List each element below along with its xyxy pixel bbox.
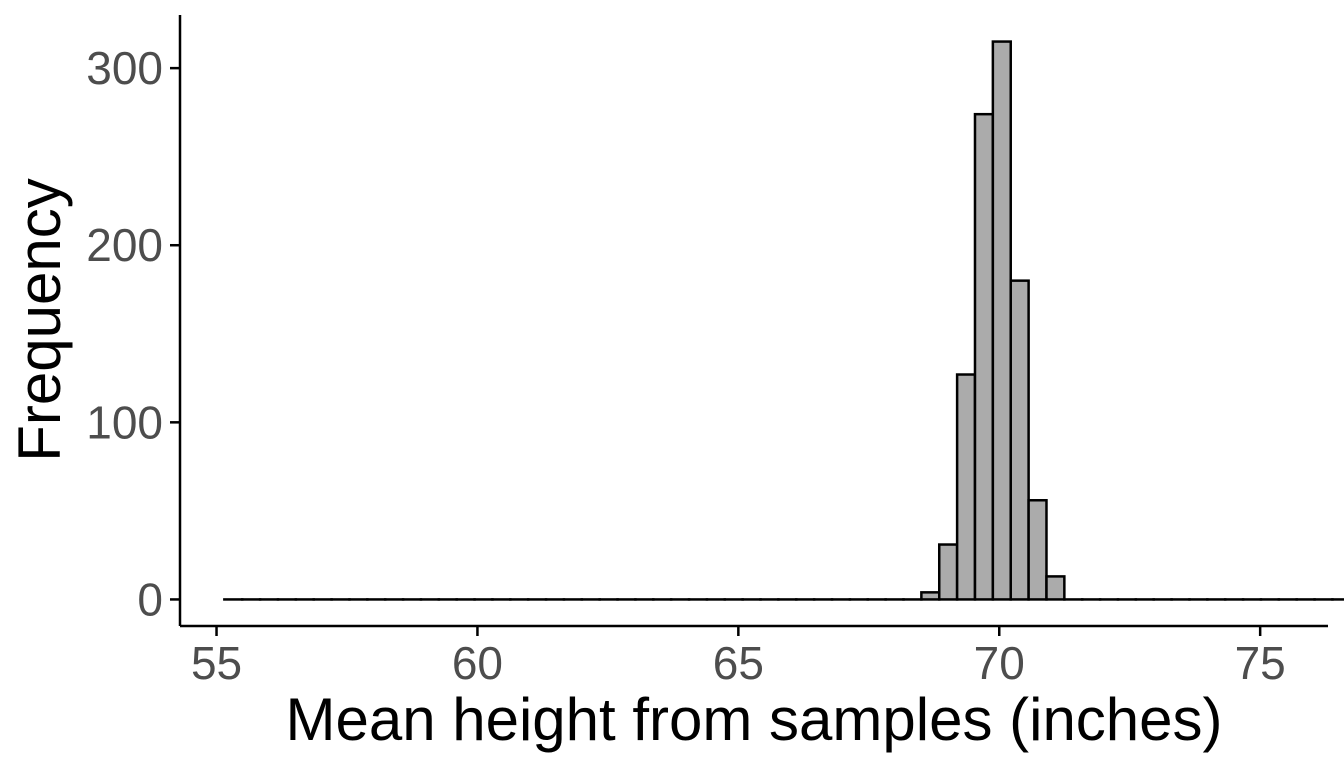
histogram-bar bbox=[920, 591, 941, 601]
histogram-bar bbox=[991, 40, 1012, 601]
histogram-bar bbox=[1009, 279, 1030, 601]
y-tick-label: 100 bbox=[86, 396, 163, 448]
x-tick-label: 75 bbox=[1235, 637, 1286, 689]
y-ticks-group: 0 100 200 300 bbox=[86, 42, 180, 625]
y-tick-label: 300 bbox=[86, 42, 163, 94]
x-tick-label: 65 bbox=[713, 637, 764, 689]
y-tick-label: 0 bbox=[137, 573, 163, 625]
histogram-bar bbox=[937, 543, 959, 601]
x-ticks-group: 55 60 65 70 75 bbox=[191, 626, 1286, 689]
histogram-bar bbox=[1045, 575, 1066, 601]
y-tick-label: 200 bbox=[86, 219, 163, 271]
x-tick-label: 70 bbox=[974, 637, 1025, 689]
y-axis-title: Frequency bbox=[6, 178, 73, 461]
x-axis-title: Mean height from samples (inches) bbox=[285, 686, 1222, 753]
x-tick-label: 60 bbox=[452, 637, 503, 689]
histogram-bar bbox=[973, 112, 995, 601]
histogram-bar bbox=[955, 373, 977, 601]
x-tick-label: 55 bbox=[191, 637, 242, 689]
bars-group bbox=[223, 40, 1344, 601]
histogram-bar bbox=[1027, 499, 1048, 601]
